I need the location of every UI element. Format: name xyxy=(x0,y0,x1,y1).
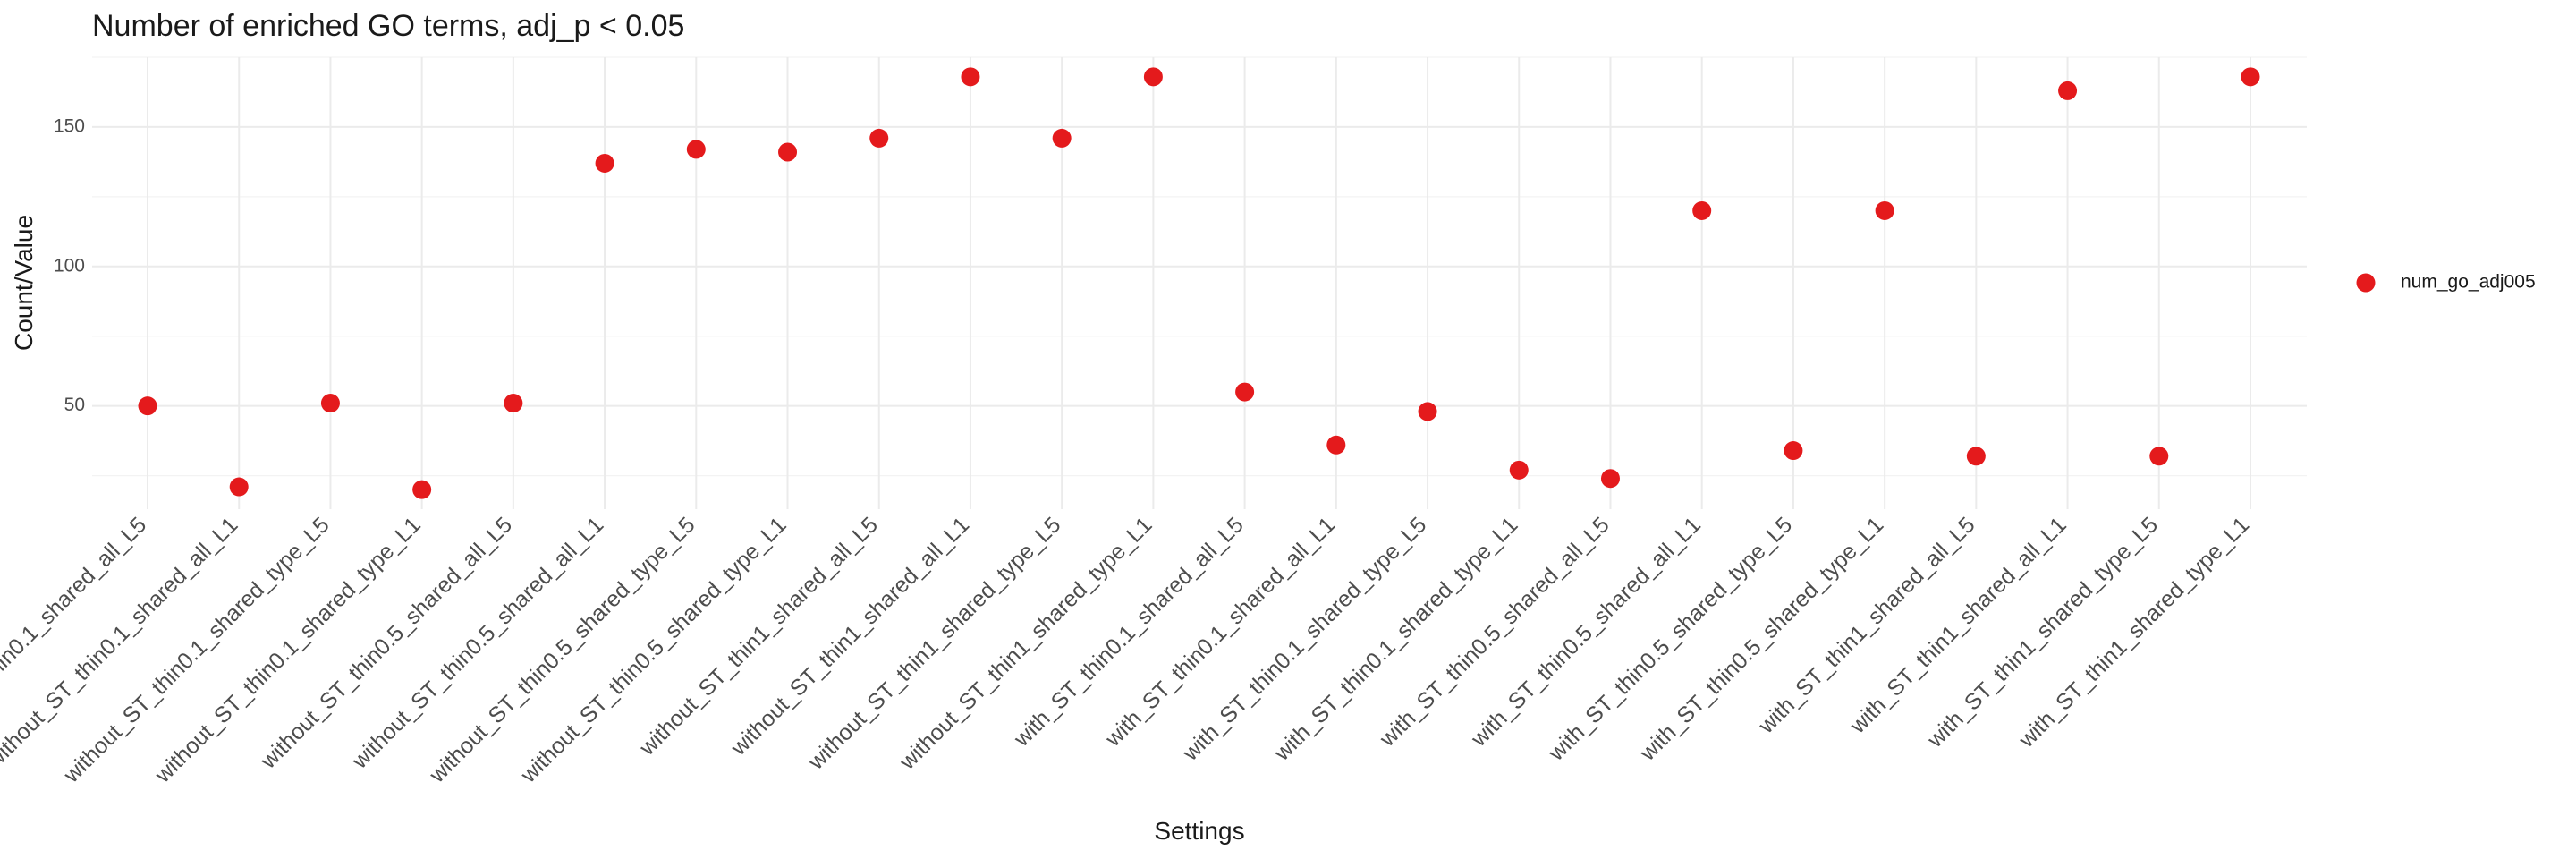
point xyxy=(869,128,889,148)
point xyxy=(1509,460,1529,480)
y-axis-title: Count/Value xyxy=(10,215,38,351)
point xyxy=(2058,81,2078,100)
y-tick-label: 150 xyxy=(54,115,85,136)
grid xyxy=(92,56,2307,509)
point xyxy=(1875,200,1894,220)
y-tick-label: 50 xyxy=(64,395,85,415)
point xyxy=(1143,67,1163,87)
legend-label: num_go_adj005 xyxy=(2401,272,2536,293)
point xyxy=(229,477,249,497)
point xyxy=(2241,67,2260,87)
point xyxy=(1600,469,1620,489)
chart-title: Number of enriched GO terms, adj_p < 0.0… xyxy=(92,9,684,43)
point xyxy=(1235,382,1255,402)
point xyxy=(961,67,980,87)
legend-marker xyxy=(2356,273,2376,293)
point xyxy=(778,142,798,162)
point xyxy=(595,153,614,173)
point xyxy=(320,394,340,413)
point xyxy=(1784,441,1803,461)
point xyxy=(412,480,432,499)
point xyxy=(1418,402,1437,421)
point xyxy=(1692,200,1712,220)
x-axis-title: Settings xyxy=(1154,817,1244,845)
point xyxy=(1326,435,1346,455)
point xyxy=(138,396,157,416)
point xyxy=(2149,447,2169,466)
y-tick-label: 100 xyxy=(54,255,85,276)
point xyxy=(1052,128,1072,148)
point xyxy=(686,140,706,159)
point xyxy=(504,394,523,413)
point xyxy=(1966,447,1986,466)
